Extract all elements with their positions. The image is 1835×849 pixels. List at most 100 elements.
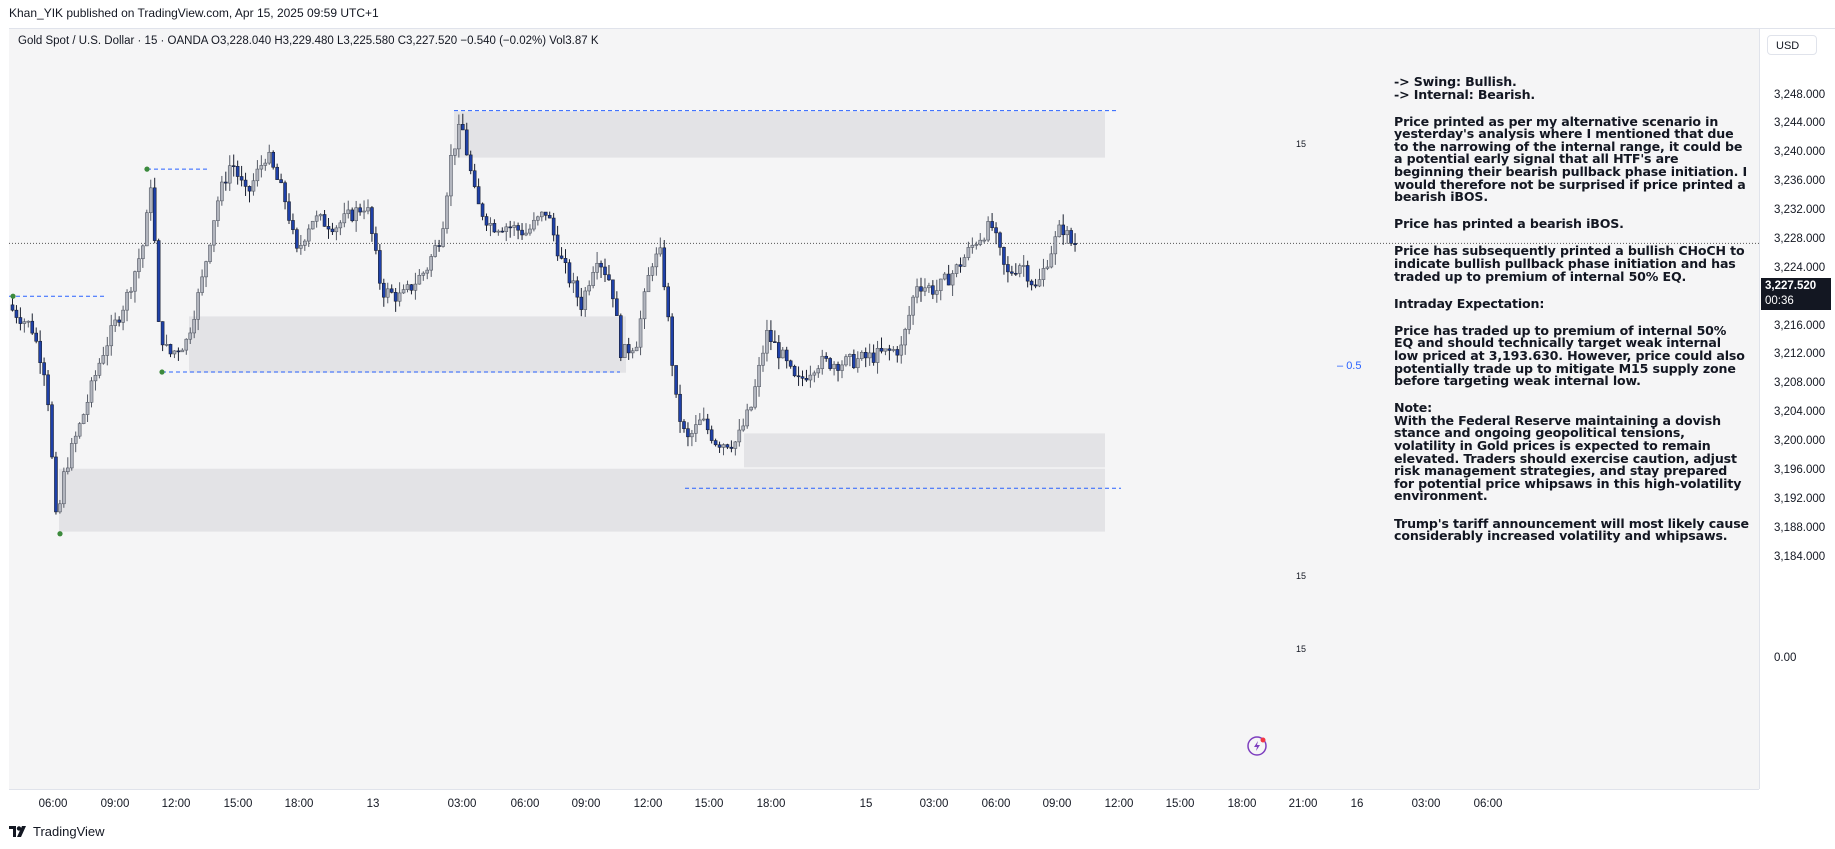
candle-bull	[638, 318, 643, 348]
eq-label: – 0.5	[1337, 360, 1361, 372]
candle-bull	[966, 247, 971, 258]
candle-bull	[745, 409, 750, 427]
candle-bull	[496, 230, 501, 233]
candle-bear	[168, 344, 173, 355]
currency-button[interactable]: USD	[1767, 35, 1817, 55]
candle-bear	[559, 255, 564, 259]
candle-bull	[457, 124, 461, 150]
candle-bull	[89, 380, 94, 403]
candle-bull	[954, 264, 959, 274]
candle-bull	[934, 290, 939, 295]
time-tick-label: 16	[1350, 798, 1364, 810]
candle-bear	[50, 404, 54, 458]
price-tick-label: 3,208.000	[1774, 377, 1826, 390]
candle-bull	[208, 244, 212, 262]
current-price-value: 3,227.520	[1765, 280, 1817, 292]
candle-bull	[658, 247, 663, 255]
price-tick-label: 3,240.000	[1774, 146, 1826, 159]
candle-bull	[220, 181, 224, 202]
time-axis[interactable]: 06:00 09:00 12:00 15:00 18:00 13 03:00 06:00 09:…	[9, 789, 1759, 818]
candle-bear	[464, 129, 469, 156]
candle-bull	[855, 358, 860, 369]
candle-bull	[733, 441, 738, 449]
candle-bull	[180, 349, 185, 353]
zone-0	[454, 111, 1105, 158]
time-tick-label: 06:00	[38, 798, 68, 810]
candle-bull	[539, 211, 544, 218]
candle-bull	[77, 423, 82, 437]
candle-bear	[618, 315, 623, 358]
candle-bear	[117, 319, 121, 323]
candle-bear	[836, 363, 840, 371]
candle-bull	[196, 292, 200, 320]
candle-bull	[334, 227, 339, 233]
candle-bull	[1041, 268, 1046, 280]
candle-bull	[974, 244, 979, 246]
candle-bear	[682, 421, 686, 430]
candle-bear	[38, 340, 42, 363]
candle-bull	[441, 228, 445, 247]
candle-bull	[172, 350, 177, 355]
candle-bull	[488, 223, 493, 226]
price-tick-label: 3,184.000	[1774, 550, 1826, 563]
candle-bull	[701, 418, 706, 421]
candle-bull	[630, 350, 635, 354]
candle-bear	[472, 170, 477, 187]
candle-bull	[528, 228, 532, 234]
time-tick-label: 03:00	[1411, 798, 1441, 810]
bar-countdown: 00:36	[1765, 295, 1794, 307]
candle-bull	[263, 162, 268, 166]
candle-bull	[765, 330, 769, 354]
candle-bull	[164, 344, 169, 346]
candle-bull	[812, 372, 817, 376]
candle-bull	[950, 273, 955, 286]
chart-plot-area[interactable]: 15 15 15 – 0.5 Gold Spot / U.S. Dollar ·…	[9, 29, 1759, 789]
time-tick-label: 18:00	[756, 798, 786, 810]
analysis-paragraph-6: With the Federal Reserve maintaining a d…	[1394, 412, 1742, 504]
candle-bear	[615, 298, 619, 316]
price-tick-label: 3,200.000	[1774, 435, 1826, 448]
candle-bear	[287, 201, 291, 221]
candle-bull	[259, 165, 264, 170]
candle-bear	[958, 264, 963, 267]
candle-bull	[405, 284, 410, 290]
candle-bear	[919, 286, 923, 292]
candlestick-chart[interactable]: 15 15 15 – 0.5	[9, 29, 1759, 789]
candle-bear	[713, 440, 718, 446]
zone-label-demand-2: 15	[1296, 644, 1306, 654]
price-tick-label: 3,232.000	[1774, 204, 1826, 217]
supply-demand-zones	[59, 111, 1105, 532]
candle-bear	[374, 233, 378, 251]
candle-bull	[536, 216, 540, 221]
candle-bear	[275, 166, 279, 180]
candle-bull	[911, 296, 915, 316]
candle-bear	[931, 285, 935, 295]
candle-bull	[81, 414, 86, 424]
candle-bull	[318, 214, 323, 217]
candle-bull	[646, 275, 651, 293]
intraday-expectation-heading: Intraday Expectation:	[1394, 295, 1545, 311]
time-tick-label: 18:00	[284, 798, 314, 810]
time-tick-label: 15:00	[1165, 798, 1195, 810]
candle-bull	[129, 290, 133, 293]
candle-bear	[796, 375, 801, 378]
candle-bull	[595, 262, 599, 273]
candle-bear	[717, 444, 722, 448]
candle-bear	[611, 279, 615, 300]
time-tick-label: 06:00	[510, 798, 540, 810]
candle-bull	[1057, 224, 1062, 238]
candle-bull	[848, 354, 852, 357]
candle-bull	[915, 286, 919, 298]
candle-bear	[804, 378, 809, 381]
candle-bull	[346, 209, 351, 215]
time-tick-label: 12:00	[161, 798, 191, 810]
price-axis[interactable]: USD 3,248.000 3,244.000 3,240.000 3,236.000…	[1759, 29, 1835, 789]
lightning-icon[interactable]	[1247, 736, 1267, 756]
candle-bull	[354, 207, 358, 222]
tradingview-logo[interactable]: TradingView	[9, 824, 105, 839]
price-tick-label: 3,196.000	[1774, 463, 1826, 476]
candle-bull	[903, 329, 908, 346]
candle-bear	[784, 349, 789, 362]
time-tick-label: 12:00	[633, 798, 663, 810]
candle-bear	[326, 226, 331, 230]
